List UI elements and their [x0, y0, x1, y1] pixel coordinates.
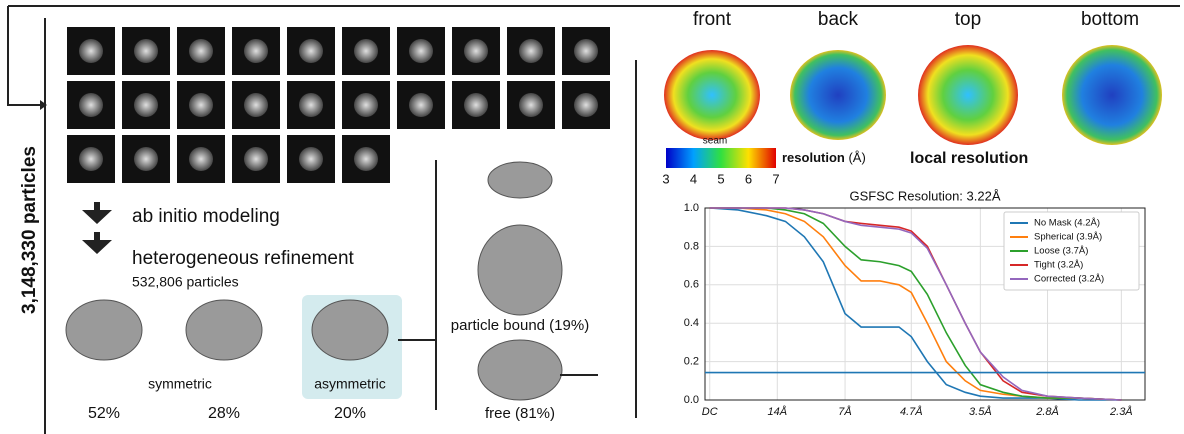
caption: local resolution	[910, 150, 1028, 167]
density-map	[312, 300, 388, 360]
particle	[574, 39, 598, 63]
x-tick-label: 14Å	[768, 405, 788, 418]
particle	[244, 93, 268, 117]
x-tick-label: 3.5Å	[969, 405, 992, 418]
particle	[244, 39, 268, 63]
view-label: bottom	[1081, 9, 1139, 30]
colorbar-unit: (Å)	[848, 150, 865, 165]
figure: 3,148,330 particles ab initio modeling h…	[0, 0, 1184, 434]
percent: 28%	[208, 405, 240, 422]
density-map	[478, 340, 562, 400]
resolution-map	[1062, 45, 1162, 145]
step-label: ab initio modeling	[132, 206, 280, 227]
arrow	[82, 232, 112, 254]
x-tick-label: 2.3Å	[1109, 405, 1133, 418]
particle	[519, 39, 543, 63]
x-tick-label: 4.7Å	[900, 405, 923, 418]
view-label: top	[955, 9, 981, 30]
percent: 20%	[334, 405, 366, 422]
particle	[134, 147, 158, 171]
particle	[79, 93, 103, 117]
y-tick-label: 0.6	[684, 279, 699, 291]
percent: 52%	[88, 405, 120, 422]
colorbar-label: resolution (Å)	[782, 150, 866, 165]
legend-label: Tight (3.2Å)	[1034, 260, 1083, 271]
particle	[464, 39, 488, 63]
legend-label: Corrected (3.2Å)	[1034, 274, 1104, 285]
particle	[299, 39, 323, 63]
density-map	[186, 300, 262, 360]
colorbar-tick-label: 4	[690, 171, 697, 186]
x-tick-label: DC	[702, 406, 718, 418]
view-label: front	[693, 9, 732, 30]
connector	[398, 160, 436, 410]
particle	[134, 39, 158, 63]
particle	[354, 147, 378, 171]
colorbar-tick-label: 6	[745, 171, 752, 186]
particle	[189, 93, 213, 117]
particle	[519, 93, 543, 117]
resolution-map	[918, 45, 1018, 145]
particle	[409, 93, 433, 117]
class-label: symmetric	[148, 376, 212, 392]
density-map	[478, 225, 562, 315]
particle	[134, 93, 158, 117]
particle	[189, 39, 213, 63]
arrow	[82, 202, 112, 224]
y-tick-label: 0.2	[684, 356, 699, 368]
density-map	[66, 300, 142, 360]
legend-label: Loose (3.7Å)	[1034, 246, 1088, 257]
particle	[409, 39, 433, 63]
class-averages	[67, 27, 610, 183]
class-label: asymmetric	[314, 376, 386, 392]
x-tick-label: 2.8Å	[1035, 405, 1059, 418]
particle	[354, 93, 378, 117]
chart-title: GSFSC Resolution: 3.22Å	[849, 188, 1000, 203]
colorbar-title: resolution	[782, 150, 845, 165]
resolution-map	[664, 50, 760, 140]
particle	[574, 93, 598, 117]
particle	[299, 147, 323, 171]
particle	[299, 93, 323, 117]
left-label: 3,148,330 particles	[19, 146, 40, 314]
subclass-label: free (81%)	[485, 405, 555, 422]
colorbar-ticks: 3 4 5 6 7	[662, 171, 779, 186]
colorbar	[666, 148, 776, 168]
y-tick-label: 1.0	[684, 202, 699, 214]
colorbar-tick-label: 3	[662, 171, 669, 186]
x-tick-label: 7Å	[838, 405, 851, 418]
particle	[79, 147, 103, 171]
particle-count: 532,806 particles	[132, 274, 239, 290]
fsc-plot: GSFSC Resolution: 3.22Å 0.0 0.2 0.4 0.6 0.8 1.…	[684, 188, 1145, 417]
y-tick-label: 0.4	[684, 317, 699, 329]
colorbar-tick-label: 5	[717, 171, 724, 186]
particle	[79, 39, 103, 63]
y-tick-label: 0.8	[684, 240, 699, 252]
subclass-label: particle bound (19%)	[451, 317, 589, 334]
step-label: heterogeneous refinement	[132, 248, 355, 269]
y-tick-label: 0.0	[684, 394, 699, 406]
particle	[244, 147, 268, 171]
particle	[354, 39, 378, 63]
legend-label: No Mask (4.2Å)	[1034, 218, 1100, 229]
particle	[189, 147, 213, 171]
density-map	[488, 162, 552, 198]
particle	[464, 93, 488, 117]
legend-label: Spherical (3.9Å)	[1034, 232, 1102, 243]
view-label: back	[818, 9, 859, 30]
seam-label: seam	[703, 136, 727, 147]
colorbar-tick-label: 7	[772, 171, 779, 186]
resolution-map	[790, 50, 886, 140]
